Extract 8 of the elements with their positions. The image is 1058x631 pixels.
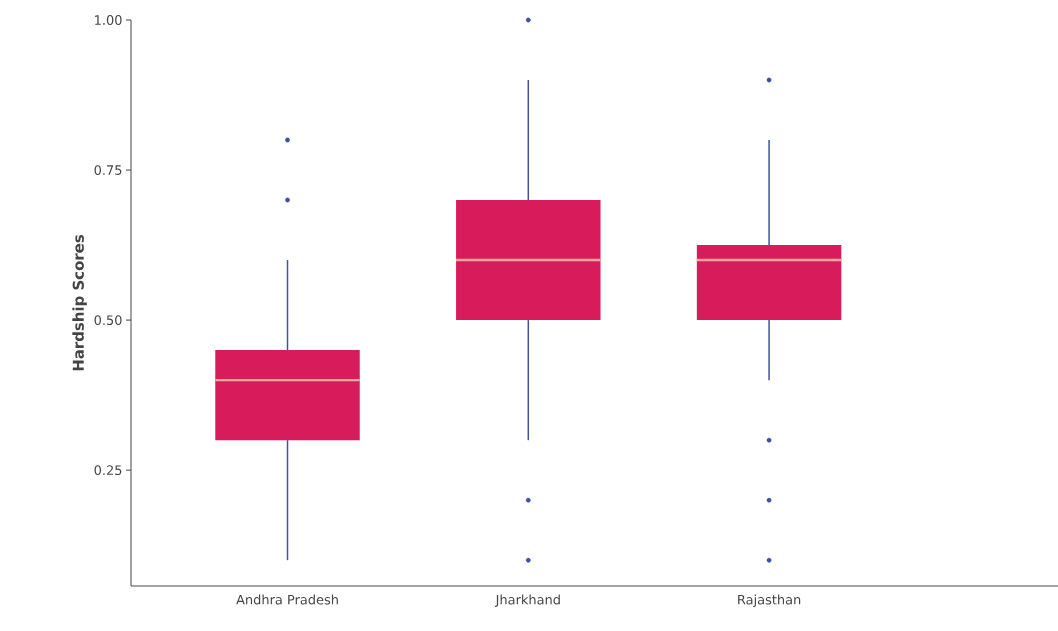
y-tick-label: 1.00: [95, 15, 122, 25]
x-tick-label: Rajasthan: [738, 594, 801, 608]
y-tick-label: 0.25: [94, 465, 122, 476]
y-axis-title: Hardship Scores: [72, 234, 87, 371]
y-tick-label: 0.75: [94, 165, 122, 175]
y-tick-label: 0.50: [94, 315, 122, 325]
x-tick-label: Andhra Pradesh: [236, 594, 338, 605]
x-tick-label: Jharkhand: [494, 594, 560, 607]
